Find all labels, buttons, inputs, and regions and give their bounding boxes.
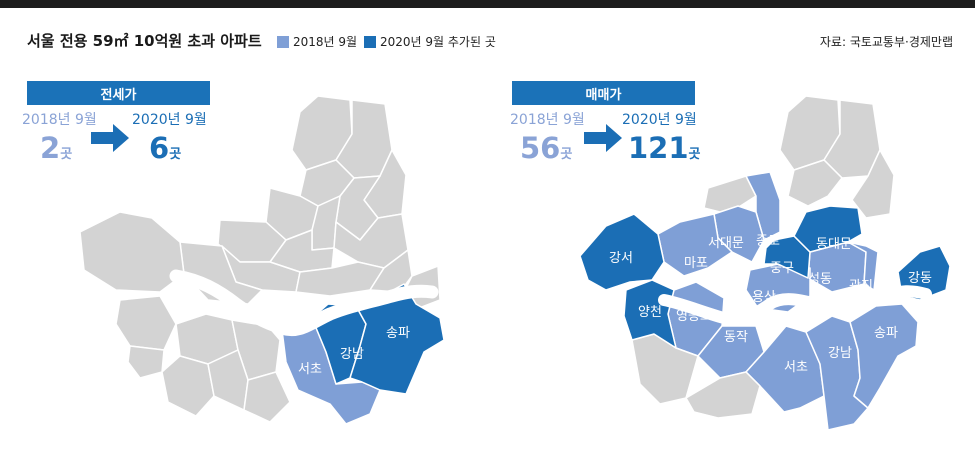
district-label-dongdaemun: 동대문	[816, 237, 852, 252]
legend-label-2018: 2018년 9월	[293, 35, 358, 49]
from-count-value: 56	[520, 131, 561, 165]
district-label-seocho: 서초	[784, 360, 808, 375]
district-label-jongno: 종로	[756, 234, 780, 249]
to-year: 2020년 9월	[622, 112, 697, 128]
district-label-yangcheon: 양천	[638, 305, 662, 320]
district-label-gangdong: 강동	[908, 271, 932, 286]
legend-swatch-light	[277, 36, 289, 48]
source-note: 자료: 국토교통부·경제만랩	[819, 35, 953, 49]
from-year: 2018년 9월	[510, 112, 585, 128]
arrow-right-icon	[91, 124, 129, 152]
to-count: 121곳	[628, 134, 701, 163]
district-label-seodaemun: 서대문	[708, 236, 744, 251]
district-label-junggu: 중구	[770, 261, 794, 276]
seoul-map-jeonse	[79, 95, 445, 425]
district-label-gangnam: 강남	[828, 346, 852, 361]
category-banner: 전세가	[27, 81, 210, 105]
arrow-right-icon	[584, 124, 622, 152]
from-year: 2018년 9월	[22, 112, 97, 128]
district-label-seocho: 서초	[298, 362, 322, 377]
top-bar	[0, 0, 975, 8]
from-count: 56곳	[520, 134, 572, 163]
district-label-songpa: 송파	[874, 326, 898, 341]
from-count: 2곳	[40, 134, 72, 163]
legend-label-2020: 2020년 9월 추가된 곳	[380, 35, 496, 49]
district-label-seongdong: 성동	[808, 272, 832, 287]
chart-title: 서울 전용 59㎡ 10억원 초과 아파트	[27, 32, 262, 50]
district-label-yeongdeungpo: 영등포	[676, 309, 712, 324]
district-label-dongjak: 동작	[724, 330, 748, 345]
legend-item-2020: 2020년 9월 추가된 곳	[364, 33, 496, 50]
to-count-unit: 곳	[169, 147, 182, 162]
to-count-value: 6	[149, 131, 170, 165]
district-label-mapo: 마포	[684, 256, 708, 271]
district-label-gwangjin: 광진	[849, 279, 873, 294]
seoul-map-maemae	[579, 95, 951, 431]
legend-swatch-dark	[364, 36, 376, 48]
district-label-yongsan: 용산	[752, 290, 776, 305]
legend-item-2018: 2018년 9월	[277, 33, 357, 50]
to-count-value: 121	[628, 131, 689, 165]
district-label-songpa: 송파	[386, 326, 410, 341]
to-year: 2020년 9월	[132, 112, 207, 128]
panel-maemae: 매매가 2018년 9월 2020년 9월 56곳 121곳 강서 양천 마포 …	[488, 0, 975, 458]
panel-jeonse: 전세가 2018년 9월 2020년 9월 2곳 6곳 강남 송파 서초	[0, 0, 487, 458]
from-count-value: 2	[40, 131, 61, 165]
to-count-unit: 곳	[688, 147, 701, 162]
from-count-unit: 곳	[60, 147, 73, 162]
district-label-gangseo: 강서	[609, 251, 633, 266]
to-count: 6곳	[149, 134, 181, 163]
from-count-unit: 곳	[560, 147, 573, 162]
category-banner: 매매가	[512, 81, 695, 105]
district-label-gangnam: 강남	[340, 347, 364, 362]
